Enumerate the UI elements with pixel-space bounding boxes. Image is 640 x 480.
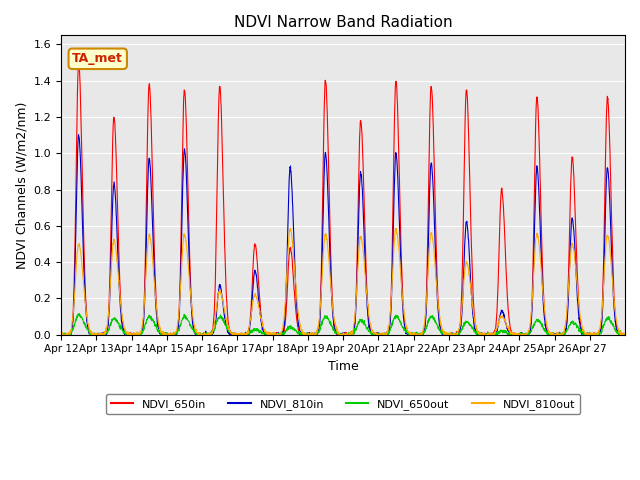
NDVI_650in [236, 332, 243, 337]
Text: TA_met: TA_met [72, 52, 123, 65]
NDVI_650in [614, 328, 621, 334]
NDVI_650out [378, 331, 385, 337]
NDVI_650in [114, 215, 122, 221]
NDVI_650out [513, 332, 521, 337]
NDVI_810in [545, 331, 553, 337]
NDVI_650out [236, 332, 243, 337]
NDVI_810in [513, 332, 521, 337]
NDVI_810out [377, 332, 385, 337]
NDVI_650out [58, 332, 65, 337]
NDVI_810out [513, 330, 521, 336]
Title: NDVI Narrow Band Radiation: NDVI Narrow Band Radiation [234, 15, 452, 30]
NDVI_810out [613, 321, 621, 327]
NDVI_650in [621, 332, 629, 337]
NDVI_650out [545, 331, 553, 336]
NDVI_650out [621, 331, 629, 336]
Line: NDVI_650in: NDVI_650in [61, 62, 625, 335]
NDVI_650in [75, 59, 83, 65]
Line: NDVI_650out: NDVI_650out [61, 313, 625, 335]
NDVI_810in [75, 132, 83, 138]
Legend: NDVI_650in, NDVI_810in, NDVI_650out, NDVI_810out: NDVI_650in, NDVI_810in, NDVI_650out, NDV… [106, 394, 580, 414]
NDVI_810in [621, 331, 629, 337]
NDVI_810out [621, 331, 629, 336]
NDVI_650in [378, 331, 385, 336]
NDVI_810in [57, 330, 65, 336]
Line: NDVI_810out: NDVI_810out [61, 228, 625, 335]
X-axis label: Time: Time [328, 360, 358, 373]
NDVI_810in [614, 330, 621, 336]
NDVI_810in [58, 332, 66, 337]
Line: NDVI_810in: NDVI_810in [61, 135, 625, 335]
NDVI_810out [236, 332, 243, 337]
NDVI_810out [545, 329, 553, 335]
NDVI_650out [57, 331, 65, 337]
NDVI_810in [236, 332, 243, 337]
NDVI_650in [57, 331, 65, 337]
NDVI_650in [58, 332, 65, 337]
NDVI_650out [76, 311, 83, 316]
NDVI_810out [392, 226, 399, 231]
NDVI_650in [545, 331, 553, 336]
NDVI_810out [57, 332, 65, 337]
NDVI_650out [614, 329, 621, 335]
NDVI_650in [513, 332, 521, 337]
NDVI_810in [378, 332, 385, 337]
NDVI_650out [114, 320, 122, 326]
NDVI_810in [114, 251, 122, 256]
Y-axis label: NDVI Channels (W/m2/nm): NDVI Channels (W/m2/nm) [15, 101, 28, 269]
NDVI_810out [113, 261, 121, 266]
